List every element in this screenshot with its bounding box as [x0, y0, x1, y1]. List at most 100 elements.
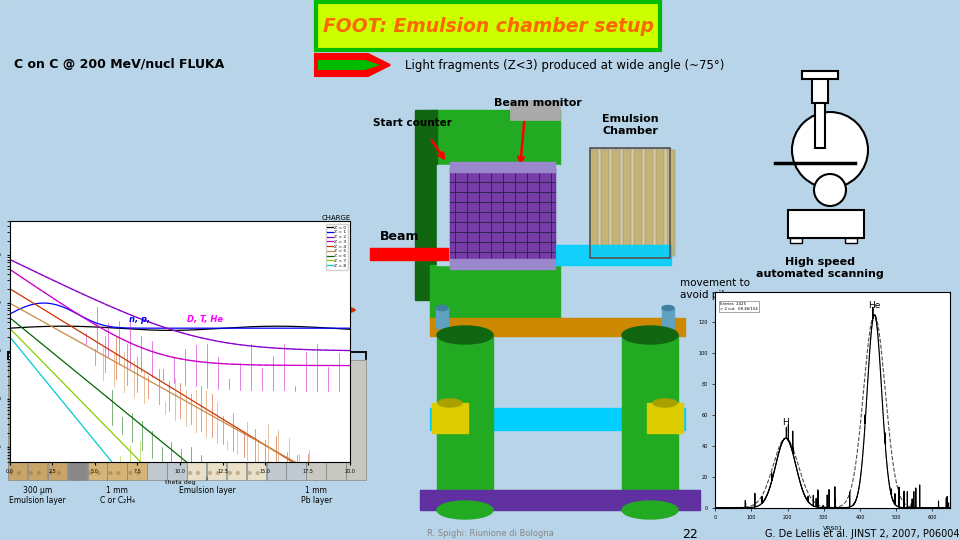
Circle shape — [37, 411, 40, 415]
Circle shape — [108, 400, 112, 402]
Circle shape — [89, 448, 92, 450]
Z = 4 — [343, 492, 354, 498]
Bar — [601, 150, 609, 256]
Ellipse shape — [436, 306, 448, 310]
Text: Emulsion
Chamber: Emulsion Chamber — [602, 114, 659, 136]
Circle shape — [97, 460, 100, 462]
Circle shape — [249, 423, 252, 427]
Bar — [326, 360, 346, 480]
Circle shape — [58, 375, 60, 379]
Z = 4 — [206, 410, 218, 416]
Z = 3 — [5, 267, 16, 273]
Text: FOOT: Emulsion chamber setup: FOOT: Emulsion chamber setup — [323, 17, 654, 37]
Text: H: H — [782, 418, 789, 427]
Z = 3 — [205, 360, 217, 366]
Circle shape — [30, 400, 33, 402]
Z = 1 — [4, 311, 15, 318]
Z = 4 — [291, 461, 302, 468]
Circle shape — [208, 448, 211, 450]
Legend: Z = 0, Z = 1, Z = 2, Z = 3, Z = 4, Z = 5, Z = 6, Z = 7, Z = 8: Z = 0, Z = 1, Z = 2, Z = 3, Z = 4, Z = 5… — [325, 224, 348, 269]
Text: 1 mm
Pb layer: 1 mm Pb layer — [300, 486, 332, 505]
Circle shape — [108, 375, 112, 379]
Z = 0 — [215, 325, 227, 332]
Z = 2 — [313, 347, 324, 353]
Bar — [812, 75, 828, 103]
Circle shape — [129, 460, 132, 462]
Circle shape — [188, 423, 191, 427]
Circle shape — [256, 460, 259, 462]
Z = 8 — [213, 492, 225, 498]
Circle shape — [137, 460, 140, 462]
Circle shape — [256, 388, 259, 390]
Z = 8 — [206, 492, 218, 498]
Circle shape — [10, 363, 12, 367]
Bar — [437, 165, 560, 265]
Z = 5 — [205, 412, 217, 418]
Circle shape — [58, 400, 60, 402]
Circle shape — [97, 388, 100, 390]
Bar — [634, 150, 642, 256]
Circle shape — [216, 400, 220, 402]
Circle shape — [30, 448, 33, 450]
Z = 6 — [205, 479, 217, 485]
Circle shape — [792, 112, 868, 188]
Circle shape — [30, 375, 33, 379]
Circle shape — [49, 411, 52, 415]
Circle shape — [249, 460, 252, 462]
Z = 2 — [4, 256, 15, 262]
Circle shape — [208, 411, 211, 415]
Bar — [108, 360, 127, 480]
Z = 8 — [345, 492, 356, 498]
Circle shape — [49, 460, 52, 462]
Circle shape — [89, 460, 92, 462]
Circle shape — [10, 471, 12, 475]
Z = 2 — [205, 337, 217, 343]
Bar — [415, 110, 437, 300]
Z = 4 — [4, 285, 15, 292]
Bar — [436, 308, 448, 328]
Z = 4 — [345, 492, 356, 498]
Circle shape — [208, 375, 211, 379]
Circle shape — [137, 435, 140, 438]
Bar — [48, 360, 67, 480]
Z = 1 — [5, 310, 16, 317]
Z = 0 — [164, 327, 176, 334]
Circle shape — [188, 363, 191, 367]
Circle shape — [256, 411, 259, 415]
Circle shape — [814, 174, 846, 206]
Circle shape — [249, 363, 252, 367]
Bar — [556, 245, 671, 265]
Line: Z = 3: Z = 3 — [10, 269, 350, 366]
Circle shape — [129, 435, 132, 438]
Circle shape — [256, 363, 259, 367]
Circle shape — [249, 471, 252, 475]
Circle shape — [228, 448, 231, 450]
Circle shape — [137, 471, 140, 475]
Z = 1 — [208, 325, 220, 332]
Circle shape — [37, 423, 40, 427]
Circle shape — [58, 448, 60, 450]
Text: Beam monitor: Beam monitor — [494, 98, 582, 108]
Z = 8 — [314, 492, 325, 498]
Circle shape — [17, 363, 20, 367]
Z = 6 — [222, 492, 233, 498]
Circle shape — [188, 400, 191, 402]
Circle shape — [197, 435, 200, 438]
Circle shape — [216, 375, 220, 379]
Circle shape — [228, 411, 231, 415]
Circle shape — [10, 388, 12, 390]
Circle shape — [10, 435, 12, 438]
Circle shape — [216, 471, 220, 475]
Circle shape — [49, 435, 52, 438]
Z = 8 — [5, 335, 16, 341]
Ellipse shape — [653, 399, 677, 407]
Circle shape — [117, 423, 120, 427]
Circle shape — [256, 423, 259, 427]
Z = 6 — [292, 492, 303, 498]
Ellipse shape — [622, 501, 678, 519]
Circle shape — [117, 363, 120, 367]
Circle shape — [137, 448, 140, 450]
Z = 0 — [5, 325, 16, 332]
Circle shape — [137, 411, 140, 415]
Circle shape — [228, 460, 231, 462]
